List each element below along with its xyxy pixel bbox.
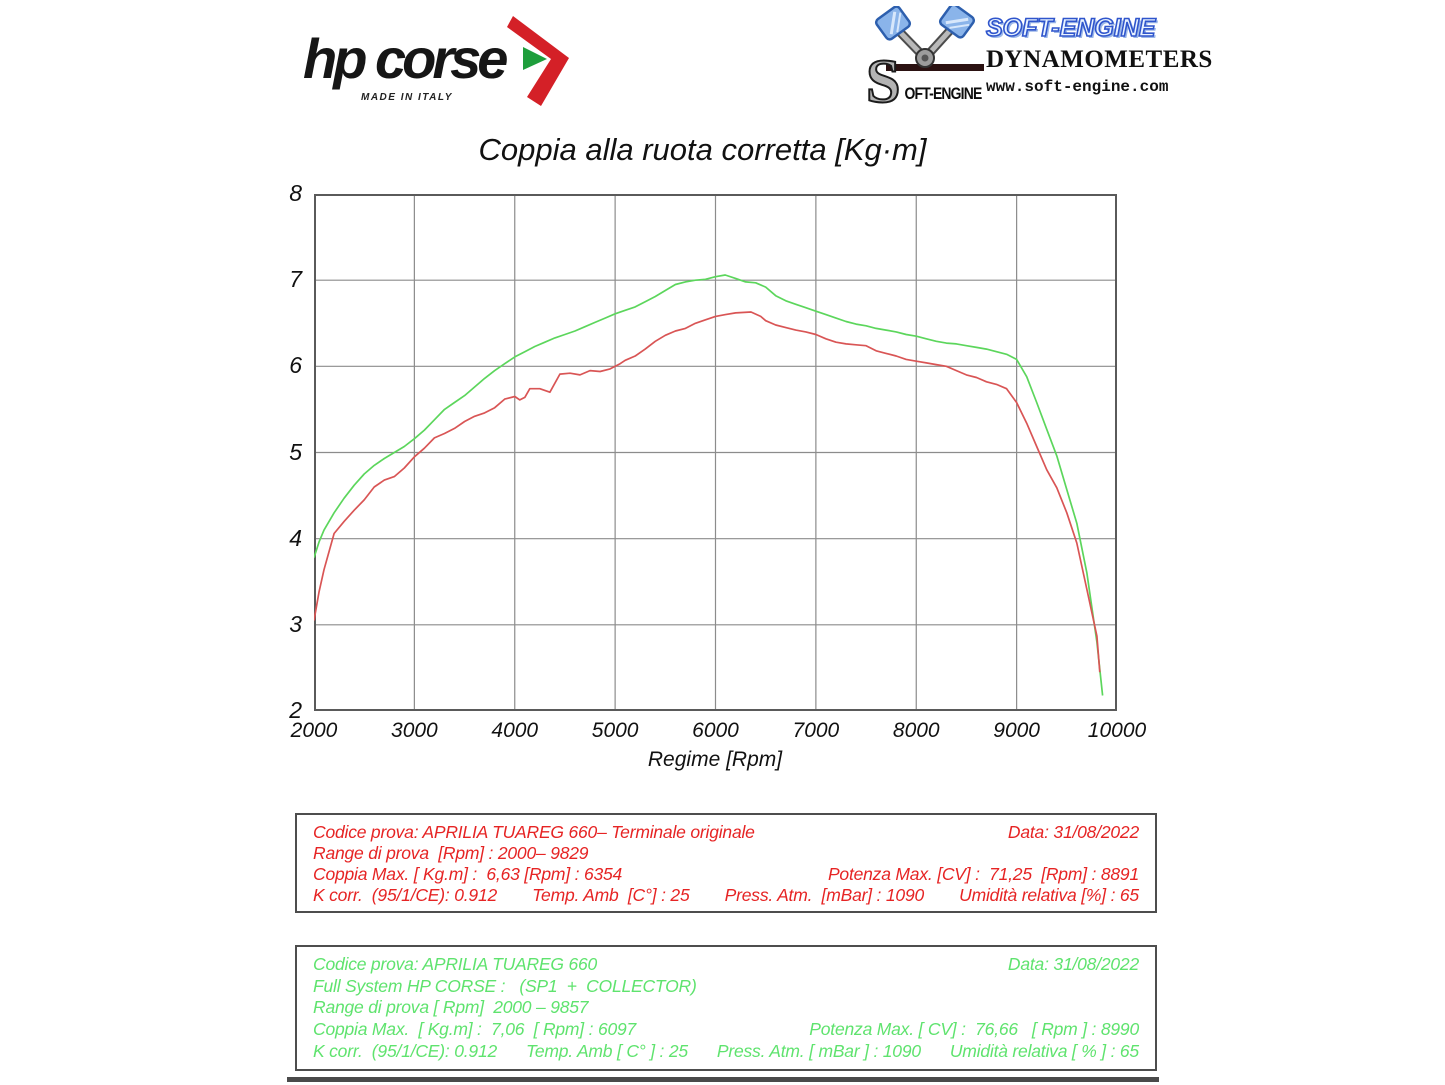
- softengine-url: www.soft-engine.com: [986, 78, 1169, 96]
- bottom-divider: [287, 1077, 1159, 1082]
- info-segment: Temp. Amb [C°] : 25: [532, 885, 690, 905]
- info-row: Codice prova: APRILIA TUAREG 660– Termin…: [313, 822, 1139, 843]
- x-tick-label: 3000: [391, 719, 438, 742]
- info-segment: Temp. Amb [ C° ] : 25: [525, 1040, 688, 1061]
- softengine-subtitle: DYNAMOMETERS: [986, 46, 1213, 73]
- x-tick-label: 9000: [993, 719, 1040, 742]
- y-tick-label: 7: [289, 266, 302, 293]
- x-tick-label: 10000: [1087, 719, 1147, 742]
- info-segment: Range di prova [ Rpm] 2000 – 9857: [313, 997, 589, 1018]
- info-row: Coppia Max. [ Kg.m] : 6,63 [Rpm] : 6354 P…: [313, 864, 1139, 885]
- y-tick-label: 5: [289, 438, 302, 465]
- hpcorse-wordmark: hp corse: [303, 27, 508, 90]
- y-tick-label: 6: [289, 352, 302, 379]
- info-row: Range di prova [ Rpm] 2000 – 9857: [313, 997, 1139, 1018]
- info-row: Full System HP CORSE : (SP1 + COLLECTOR): [313, 976, 1139, 997]
- torque-chart-plot-area: [314, 194, 1117, 711]
- info-segment: Data: 31/08/2022: [1007, 954, 1139, 975]
- x-axis-label: Regime [Rpm]: [647, 748, 783, 771]
- info-row: K corr. (95/1/CE): 0.912 Temp. Amb [ C° ]…: [313, 1041, 1139, 1062]
- x-tick-label: 5000: [591, 719, 639, 742]
- hpcorse-logo: hp corse MADE IN ITALY: [295, 8, 585, 112]
- hpcorse-made-in-italy-label: MADE IN ITALY: [361, 92, 453, 103]
- info-row: K corr. (95/1/CE): 0.912 Temp. Amb [C°] :…: [313, 885, 1139, 906]
- info-segment: Range di prova [Rpm] : 2000– 9829: [313, 843, 589, 863]
- info-row: Codice prova: APRILIA TUAREG 660 Data: 31…: [313, 954, 1139, 975]
- info-segment: Codice prova: APRILIA TUAREG 660: [313, 954, 598, 975]
- info-segment: K corr. (95/1/CE): 0.912: [313, 1040, 498, 1061]
- x-tick-label: 7000: [792, 719, 840, 742]
- info-segment: Potenza Max. [CV] : 71,25 [Rpm] : 8891: [827, 864, 1139, 884]
- info-segment: Codice prova: APRILIA TUAREG 660– Termin…: [313, 822, 755, 842]
- info-box-hpcorse-system: Codice prova: APRILIA TUAREG 660 Data: 31…: [295, 945, 1157, 1071]
- x-tick-label: 8000: [892, 719, 940, 742]
- y-tick-label: 4: [289, 524, 302, 551]
- info-segment: Press. Atm. [ mBar ] : 1090: [716, 1040, 921, 1061]
- plot-border: [314, 194, 1117, 711]
- info-segment: Umidità relativa [%] : 65: [959, 885, 1139, 905]
- info-segment: Data: 31/08/2022: [1007, 822, 1139, 842]
- softengine-emblem-text: OFT-ENGINE: [905, 85, 982, 104]
- x-tick-label: 2000: [290, 719, 338, 742]
- info-segment: Full System HP CORSE : (SP1 + COLLECTOR): [313, 975, 697, 996]
- info-row: Coppia Max. [ Kg.m] : 7,06 [ Rpm] : 6097…: [313, 1019, 1139, 1040]
- info-segment: K corr. (95/1/CE): 0.912: [313, 885, 498, 905]
- chart-title: Coppia alla ruota corretta [Kg·m]: [478, 132, 927, 167]
- hpcorse-chevron-icon: [507, 16, 569, 106]
- info-row: Range di prova [Rpm] : 2000– 9829: [313, 843, 1139, 864]
- softengine-brand-text: SOFT-ENGINE: [985, 13, 1156, 43]
- info-segment: Umidità relativa [ % ] : 65: [949, 1040, 1139, 1061]
- softengine-logo: S OFT-ENGINE SOFT-ENGINE DYNAMOMETERS ww…: [866, 6, 1213, 114]
- y-tick-label: 3: [289, 610, 302, 637]
- info-segment: Potenza Max. [ CV] : 76,66 [ Rpm ] : 899…: [809, 1019, 1139, 1040]
- softengine-pistons-icon: S OFT-ENGINE: [866, 6, 984, 111]
- info-segment: Press. Atm. [mBar] : 1090: [724, 885, 925, 905]
- x-tick-label: 4000: [491, 719, 539, 742]
- y-tick-label: 2: [289, 697, 302, 723]
- info-segment: Coppia Max. [ Kg.m] : 7,06 [ Rpm] : 6097: [313, 1019, 637, 1040]
- info-segment: Coppia Max. [ Kg.m] : 6,63 [Rpm] : 6354: [313, 864, 623, 884]
- torque-curve-original: [314, 311, 1101, 673]
- info-box-original-exhaust: Codice prova: APRILIA TUAREG 660– Termin…: [295, 813, 1157, 913]
- torque-curve-hpcorse: [314, 274, 1104, 696]
- y-tick-label: 8: [289, 180, 302, 206]
- x-tick-label: 6000: [692, 719, 739, 742]
- softengine-emblem-s: S: [866, 48, 900, 111]
